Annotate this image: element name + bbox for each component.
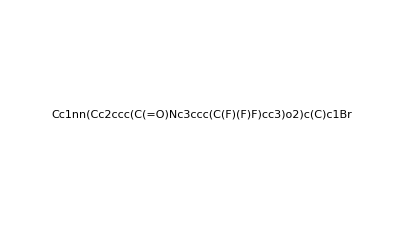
- Text: Cc1nn(Cc2ccc(C(=O)Nc3ccc(C(F)(F)F)cc3)o2)c(C)c1Br: Cc1nn(Cc2ccc(C(=O)Nc3ccc(C(F)(F)F)cc3)o2…: [51, 110, 352, 120]
